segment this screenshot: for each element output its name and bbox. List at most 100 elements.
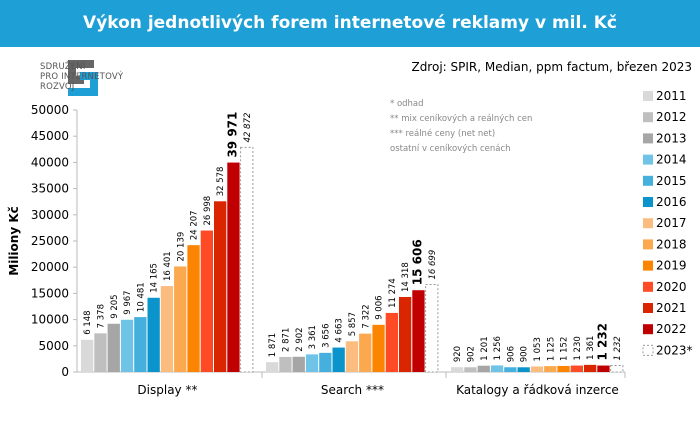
bar-2020 xyxy=(200,230,213,372)
logo-text: SDRUŽENÍ PRO INTERNETOVÝ ROZVOJ xyxy=(40,62,123,92)
legend-label: 2022 xyxy=(656,322,687,336)
y-tick-label: 30000 xyxy=(31,208,69,222)
note: ostatní v ceníkových cenách xyxy=(390,144,511,154)
bar-2013 xyxy=(477,365,490,372)
bar-2015 xyxy=(134,317,147,372)
legend-swatch xyxy=(643,239,653,250)
legend-label: 2021 xyxy=(656,301,687,315)
data-label: 5 857 xyxy=(348,312,358,336)
data-label: 15 606 xyxy=(410,239,424,285)
y-tick-label: 10000 xyxy=(31,313,69,327)
data-label: 3 656 xyxy=(321,323,331,347)
bar-2020 xyxy=(570,365,583,372)
data-label: 11 274 xyxy=(388,278,398,308)
legend-swatch xyxy=(643,303,653,313)
data-label: 26 998 xyxy=(203,196,213,226)
bar-2016 xyxy=(517,367,530,372)
data-label: 1 232 xyxy=(613,336,623,360)
y-tick-label: 0 xyxy=(61,365,69,379)
source-text: Zdroj: SPIR, Median, ppm factum, březen … xyxy=(411,60,692,74)
logo-line: SDRUŽENÍ xyxy=(40,62,86,72)
bar-2019 xyxy=(187,245,200,372)
data-label: 9 967 xyxy=(123,290,133,314)
bar-2014 xyxy=(305,354,319,372)
legend-swatch xyxy=(643,133,653,144)
bar-2012 xyxy=(279,356,292,372)
bar-2017 xyxy=(160,286,174,372)
category-label: Display ** xyxy=(137,383,197,397)
data-label: 2 871 xyxy=(281,328,291,352)
bar-2019 xyxy=(557,365,570,372)
bar-2012 xyxy=(94,333,107,372)
legend-swatch xyxy=(643,175,653,186)
data-label: 906 xyxy=(506,346,516,362)
data-label: 1 230 xyxy=(573,336,583,360)
bar-2011 xyxy=(266,362,279,372)
bar-2023* xyxy=(240,146,254,373)
data-label: 10 481 xyxy=(136,282,146,312)
bar-2021 xyxy=(399,296,412,372)
category-label: Katalogy a řádková inzerce xyxy=(456,383,619,397)
bar-2023* xyxy=(425,283,439,373)
bar-2011 xyxy=(451,367,464,372)
data-label: 32 578 xyxy=(216,167,226,197)
legend-label: 2014 xyxy=(656,153,687,167)
legend-swatch xyxy=(643,260,653,271)
logo-line: ROZVOJ xyxy=(40,82,75,92)
legend-label: 2023* xyxy=(656,343,693,357)
y-tick-label: 15000 xyxy=(31,286,69,300)
data-label: 2 902 xyxy=(295,327,305,351)
bar-2022 xyxy=(227,162,240,372)
legend-label: 2018 xyxy=(656,237,687,251)
legend-swatch xyxy=(643,154,653,165)
legend-label: 2013 xyxy=(656,131,687,145)
legend-label: 2011 xyxy=(656,89,687,103)
data-label: 1 125 xyxy=(546,337,556,361)
bar-2013 xyxy=(107,323,120,372)
data-label: 1 871 xyxy=(268,333,278,357)
note: *** reálné ceny (net net) xyxy=(390,129,496,139)
data-label: 20 139 xyxy=(176,232,186,262)
data-label: 1 256 xyxy=(493,336,503,360)
data-label: 4 663 xyxy=(335,318,345,342)
note: * odhad xyxy=(390,99,424,109)
category-label: Search *** xyxy=(321,383,384,397)
bar-2012 xyxy=(464,367,477,372)
bar-2018 xyxy=(174,266,187,372)
bar-2016 xyxy=(147,297,160,372)
bar-2011 xyxy=(81,339,94,372)
y-tick-label: 25000 xyxy=(31,234,69,248)
data-label: 900 xyxy=(520,346,530,362)
y-tick-label: 40000 xyxy=(31,155,69,169)
data-label: 1 201 xyxy=(480,336,490,360)
bar-2020 xyxy=(385,312,398,372)
bar-2021 xyxy=(214,201,227,372)
y-axis-label: Miliony Kč xyxy=(7,206,21,275)
y-tick-label: 45000 xyxy=(31,129,69,143)
bar-2013 xyxy=(292,356,305,372)
y-tick-label: 20000 xyxy=(31,260,69,274)
legend-label: 2020 xyxy=(656,280,687,294)
data-label: 7 378 xyxy=(96,304,106,328)
y-tick-label: 50000 xyxy=(31,103,69,117)
bar-2015 xyxy=(319,352,332,372)
bar-2023* xyxy=(610,365,624,373)
logo-line: PRO INTERNETOVÝ xyxy=(40,72,124,82)
legend-swatch xyxy=(643,91,653,101)
data-label: 3 361 xyxy=(308,325,318,349)
notes: * odhad ** mix ceníkových a reálných cen… xyxy=(390,97,532,157)
bar-2019 xyxy=(372,324,385,372)
data-label: 14 318 xyxy=(401,262,411,292)
data-label: 1 152 xyxy=(560,337,570,361)
y-tick-label: 5000 xyxy=(38,339,69,353)
bar-2018 xyxy=(544,366,557,372)
bar-2014 xyxy=(490,365,504,372)
legend-swatch xyxy=(643,281,653,292)
data-label: 1 361 xyxy=(586,336,596,360)
bar-2015 xyxy=(504,367,517,372)
bar-2014 xyxy=(120,319,134,372)
y-tick-label: 35000 xyxy=(31,182,69,196)
bar-2022 xyxy=(597,365,610,372)
bar-2018 xyxy=(359,333,372,372)
